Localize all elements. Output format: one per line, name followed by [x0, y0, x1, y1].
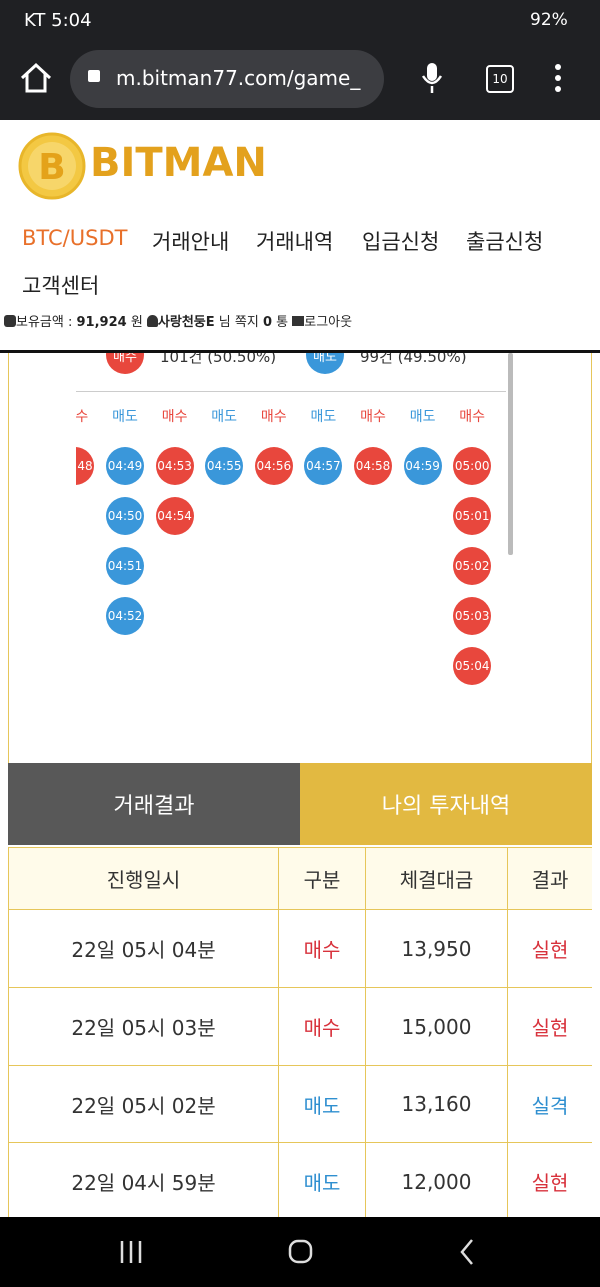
table-cell: 매도: [279, 1143, 366, 1217]
result-dot: 05:04: [453, 647, 492, 685]
result-dot: 04:50: [106, 497, 144, 535]
balance-unit: 원: [130, 315, 143, 330]
result-dot: 05:02: [453, 547, 492, 585]
result-dot: 05:00: [453, 447, 492, 485]
tab-count[interactable]: 10: [486, 65, 514, 93]
result-dot: 04:54: [155, 497, 194, 535]
nav-item[interactable]: 출금신청: [466, 230, 544, 254]
table-cell: 실현: [508, 988, 592, 1066]
board-frame: [8, 353, 592, 763]
info-line: 보유금액 : 91,924 원 사랑천둥E 님 쪽지 0 통 로그아웃: [4, 311, 352, 330]
column-header: 매도: [310, 409, 337, 425]
result-dot: 04:49: [106, 447, 144, 485]
system-nav-icons: [120, 1239, 473, 1265]
column-header: 매수: [360, 409, 386, 425]
column-header: 매도: [211, 409, 238, 425]
column-header: 매도: [409, 409, 436, 425]
home-icon[interactable]: [18, 60, 54, 96]
header-border: [0, 350, 600, 353]
logo-text: BITMAN: [90, 140, 267, 186]
result-dot: 05:01: [453, 497, 492, 535]
user: 사랑천둥E: [157, 315, 215, 330]
table-cell: 매수: [279, 910, 366, 988]
stat-badge: 매수: [106, 353, 144, 374]
logout[interactable]: 로그아웃: [304, 315, 353, 330]
scrollbar: [508, 353, 513, 555]
stat-badge: 매도: [306, 353, 344, 374]
column-header: 매수: [459, 409, 486, 425]
result-dot: 04:53: [155, 447, 194, 485]
nav-item[interactable]: 입금신청: [362, 230, 440, 254]
column-header: 매수: [260, 409, 287, 425]
user-suffix: 님 쪽지: [218, 315, 259, 330]
logo-icon: B: [18, 132, 86, 200]
table-cell: 13,950: [366, 910, 508, 988]
table-cell: 15,000: [366, 988, 508, 1066]
battery: 92%: [530, 10, 568, 30]
table-cell: 22일 05시 02분: [9, 1066, 279, 1143]
table-header: 구분: [279, 848, 366, 910]
stat-text: 99건 (49.50%): [360, 353, 467, 366]
nav-item[interactable]: BTC/USDT: [22, 226, 128, 250]
messages-unit: 통: [276, 315, 289, 330]
board: 매수 101건 (50.50%) 매도 99건 (49.50%) 매수 04:48 매도 04…: [76, 353, 508, 761]
result-dot: 05:03: [453, 597, 492, 635]
divider: [76, 391, 506, 392]
table: 진행일시 구분 체결대금 결과 22일 05시 04분 매수 13,950 실현 22일 05시…: [8, 847, 592, 1217]
table-cell: 13,160: [366, 1066, 508, 1143]
messages: 0: [262, 315, 272, 330]
mic-icon[interactable]: [418, 60, 446, 96]
url-bar[interactable]: [70, 50, 384, 108]
nav-item[interactable]: 거래내역: [256, 230, 334, 254]
result-dot: 04:51: [106, 547, 144, 585]
column-header: 매수: [161, 409, 188, 425]
column-header: 매도: [112, 409, 138, 425]
table-cell: 22일 04시 59분: [9, 1143, 279, 1217]
table-cell: 12,000: [366, 1143, 508, 1217]
balance: 91,924: [76, 315, 127, 330]
table-cell: 실격: [508, 1066, 592, 1143]
result-dot: 04:55: [205, 447, 244, 485]
url: m.bitman77.com/game_: [116, 66, 361, 90]
table-cell: 매도: [279, 1066, 366, 1143]
table-header: 진행일시: [9, 848, 279, 910]
nav-item[interactable]: 고객센터: [22, 274, 100, 298]
result-dot: 04:56: [254, 447, 293, 485]
result-dot: 04:57: [304, 447, 343, 485]
table-header: 체결대금: [366, 848, 508, 910]
tab[interactable]: 나의 투자내역: [300, 763, 592, 845]
system-nav: [0, 1217, 600, 1287]
table-cell: 실현: [508, 1143, 592, 1217]
menu-icon[interactable]: [552, 62, 564, 94]
stat-text: 101건 (50.50%): [160, 353, 277, 366]
carrier-time: KT 5:04: [24, 10, 92, 31]
lock-icon: [88, 70, 100, 82]
result-dot: 04:58: [354, 447, 392, 485]
table-cell: 22일 05시 04분: [9, 910, 279, 988]
balance-label: 보유금액 :: [16, 315, 73, 330]
result-dot: 04:48: [76, 447, 95, 485]
table-cell: 22일 05시 03분: [9, 988, 279, 1066]
svg-text:B: B: [38, 147, 65, 188]
table-cell: 실현: [508, 910, 592, 988]
table-header: 결과: [508, 848, 592, 910]
result-dot: 04:59: [403, 447, 442, 485]
nav-item[interactable]: 거래안내: [152, 230, 230, 254]
column-header: 매수: [76, 409, 89, 425]
table-cell: 매수: [279, 988, 366, 1066]
tab[interactable]: 거래결과: [8, 763, 300, 845]
result-dot: 04:52: [106, 597, 144, 635]
